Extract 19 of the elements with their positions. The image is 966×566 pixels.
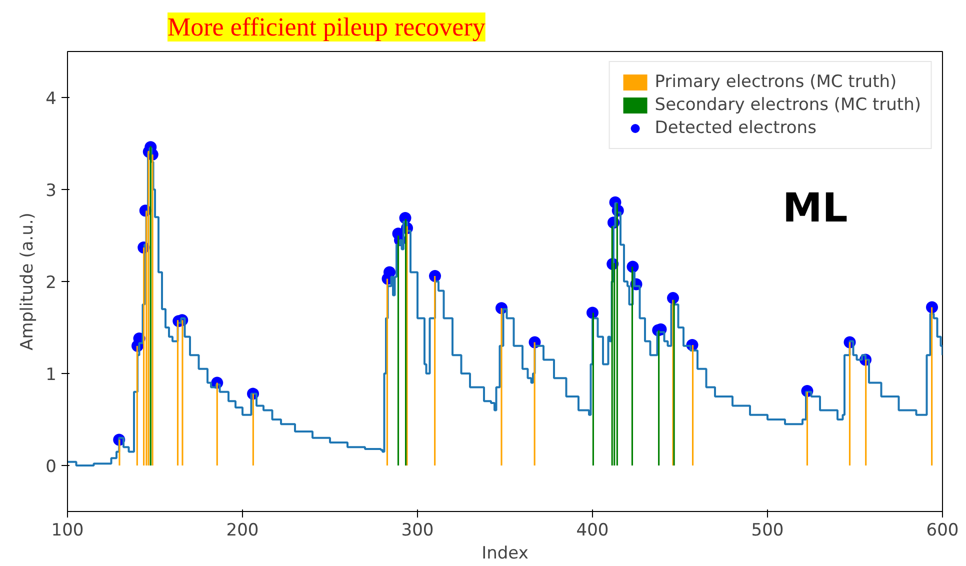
x-axis-title: Index [482, 544, 528, 564]
point [926, 301, 938, 314]
y-tick-label: 2 [46, 273, 57, 293]
legend-label: Detected electrons [654, 118, 816, 138]
x-tick-label: 200 [226, 520, 259, 540]
x-tick-label: 400 [576, 520, 609, 540]
text: More efficient pileup recovery [168, 12, 486, 42]
legend-label: Primary electrons (MC truth) [654, 72, 897, 92]
legend-label: Secondary electrons (MC truth) [654, 95, 921, 115]
annotation: ML [782, 186, 848, 232]
x-tick-label: 300 [401, 520, 434, 540]
x-tick-label: 500 [751, 520, 784, 540]
y-axis-title: Amplitude (a.u.) [18, 212, 38, 350]
y-tick-label: 0 [46, 457, 57, 477]
x-tick-label: 600 [926, 520, 959, 540]
y-tick-label: 4 [46, 89, 57, 109]
x-tick-label: 100 [51, 520, 84, 540]
y-tick-label: 1 [46, 365, 57, 385]
y-tick-label: 3 [46, 181, 57, 201]
